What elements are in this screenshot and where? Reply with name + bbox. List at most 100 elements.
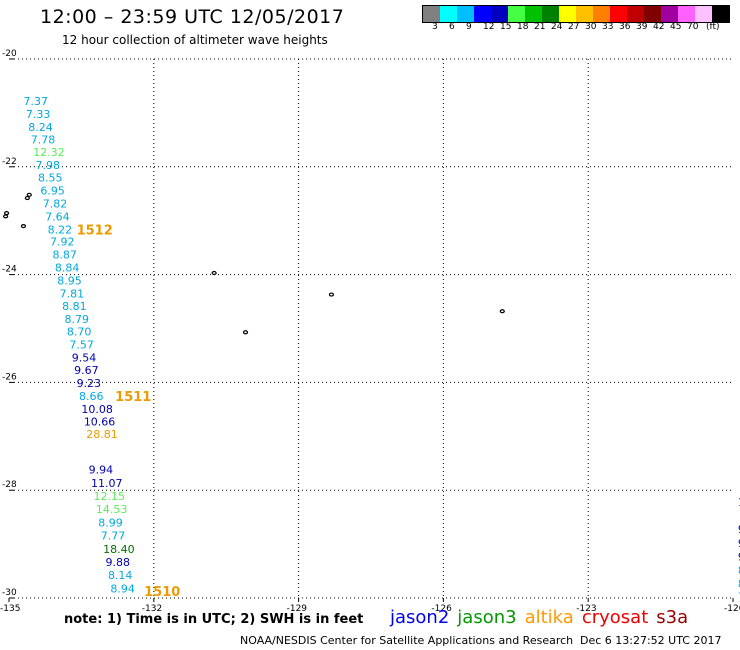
y-tick-label: -20 (2, 49, 17, 59)
legend-label: (ft) (706, 22, 720, 32)
island-outlines (3, 192, 505, 335)
legend-swatch (457, 6, 474, 22)
y-tick-label: -28 (2, 480, 17, 490)
wave-height-label: 8.95 (57, 275, 81, 288)
wave-height-label: 14.53 (96, 503, 128, 516)
wave-height-label: 8.55 (38, 172, 63, 185)
legend-swatch (491, 6, 508, 22)
x-tick-label: -129 (287, 604, 308, 614)
satellite-s3a-label: s3a (656, 607, 689, 628)
wave-height-label: 10.08 (81, 403, 113, 416)
legend-swatch (508, 6, 525, 22)
wave-height-label: 9.6 (738, 537, 740, 550)
legend-swatch (644, 6, 661, 22)
wave-height-label: 8.95 (738, 577, 740, 590)
legend-label: 36 (619, 22, 631, 32)
wave-height-label: 18.40 (103, 543, 134, 556)
wave-height-label: 10.66 (84, 416, 116, 429)
wave-height-label: 8.84 (55, 262, 80, 275)
y-tick-label: -22 (2, 157, 17, 167)
y-tick-label: -30 (2, 588, 17, 598)
map-grid (8, 58, 734, 602)
satellite-legend: jason2 jason3 altika cryosat s3a (390, 607, 696, 628)
legend-label: 9 (466, 22, 472, 32)
satellite-jason2-label: jason2 (390, 607, 450, 628)
wave-height-label: 8.3 (738, 564, 740, 577)
legend-label: 6 (449, 22, 455, 32)
color-scale-labels: 3 6 9 12 15 18 21 24 27 30 33 36 39 42 45 70 (ft) (422, 22, 740, 34)
wave-height-label: 8.81 (62, 300, 87, 313)
legend-label: 30 (585, 22, 597, 32)
wave-height-label: 8.24 (28, 121, 53, 134)
wave-height-label: 9.2 (738, 550, 740, 563)
legend-label: 18 (517, 22, 529, 32)
x-tick-label: -135 (0, 604, 20, 614)
axis-ticks: -20 -22 -24 -26 -28 -30 -135 -132 -129 -126 -123 -1… (0, 49, 740, 614)
orbit-labels: 1512 1511 1510 (77, 223, 181, 600)
wave-height-label: 8.79 (65, 313, 90, 326)
island-marker (242, 330, 249, 335)
wave-height-label: 7.82 (43, 197, 68, 210)
satellite-jason3-label: jason3 (457, 607, 517, 628)
wave-height-label: 9.23 (77, 377, 102, 390)
wave-height-label: 12.32 (33, 146, 64, 159)
x-tick-label: -123 (576, 604, 596, 614)
orbit-number-label: 1510 (144, 585, 180, 600)
legend-label: 12 (483, 22, 495, 32)
legend-label: 21 (534, 22, 546, 32)
orbit-number-label: 1512 (77, 223, 113, 238)
orbit-number-label: 1511 (115, 390, 151, 405)
wave-height-label: 9.88 (106, 556, 130, 569)
legend-swatch (712, 6, 729, 22)
wave-height-label: 7.78 (31, 133, 56, 146)
legend-swatch (695, 6, 712, 22)
wave-height-label: 11.07 (91, 477, 123, 490)
satellite-altika-label: altika (524, 607, 574, 628)
legend-swatch (423, 6, 440, 22)
x-tick-label: -132 (142, 604, 162, 614)
legend-swatch (474, 6, 491, 22)
wave-height-label: 9.7 (738, 523, 740, 536)
island-marker (26, 192, 32, 197)
legend-swatch (576, 6, 593, 22)
footer-note: note: 1) Time is in UTC; 2) SWH is in fe… (64, 612, 364, 627)
credit-text: NOAA/NESDIS Center for Satellite Applica… (240, 634, 574, 647)
wave-height-label: 7.77 (101, 529, 126, 542)
wave-height-label: 7.81 (60, 287, 85, 300)
wave-height-label: 8.94 (110, 582, 135, 595)
legend-label: 42 (653, 22, 665, 32)
island-marker (20, 223, 27, 229)
wave-height-label: 28.81 (86, 428, 118, 441)
legend-swatch (559, 6, 576, 22)
legend-swatch (661, 6, 678, 22)
legend-swatch (678, 6, 695, 22)
color-scale-legend (422, 5, 730, 23)
legend-swatch (525, 6, 542, 22)
legend-label: 45 (670, 22, 682, 32)
island-marker (24, 195, 30, 201)
wave-height-values: 7.377.338.247.7812.327.988.556.957.827.6… (23, 95, 740, 603)
wave-height-label: 12.15 (93, 490, 125, 503)
legend-label: 27 (568, 22, 580, 32)
legend-label: 15 (500, 22, 512, 32)
y-tick-label: -26 (2, 372, 17, 382)
wave-height-label: 6.95 (40, 185, 65, 198)
legend-swatch (610, 6, 627, 22)
legend-swatch (440, 6, 457, 22)
wave-height-label: 8.87 (52, 249, 77, 262)
island-marker (3, 214, 9, 219)
wave-height-label: 9.54 (72, 352, 97, 365)
island-marker (328, 292, 335, 297)
wave-height-label: 7.98 (36, 159, 61, 172)
wave-height-label: 10. (738, 496, 740, 509)
wave-height-label: 8.70 (67, 326, 92, 339)
legend-label: 70 (687, 22, 699, 32)
wave-height-label: 8.66 (79, 390, 104, 403)
legend-label: 24 (551, 22, 563, 32)
wave-height-label: 9.94 (89, 464, 114, 477)
wave-height-label: 7.37 (23, 95, 48, 108)
x-tick-label: -120 (724, 604, 740, 614)
page-subtitle: 12 hour collection of altimeter wave hei… (62, 33, 328, 47)
legend-swatch (627, 6, 644, 22)
wave-height-label: 7.57 (69, 339, 94, 352)
